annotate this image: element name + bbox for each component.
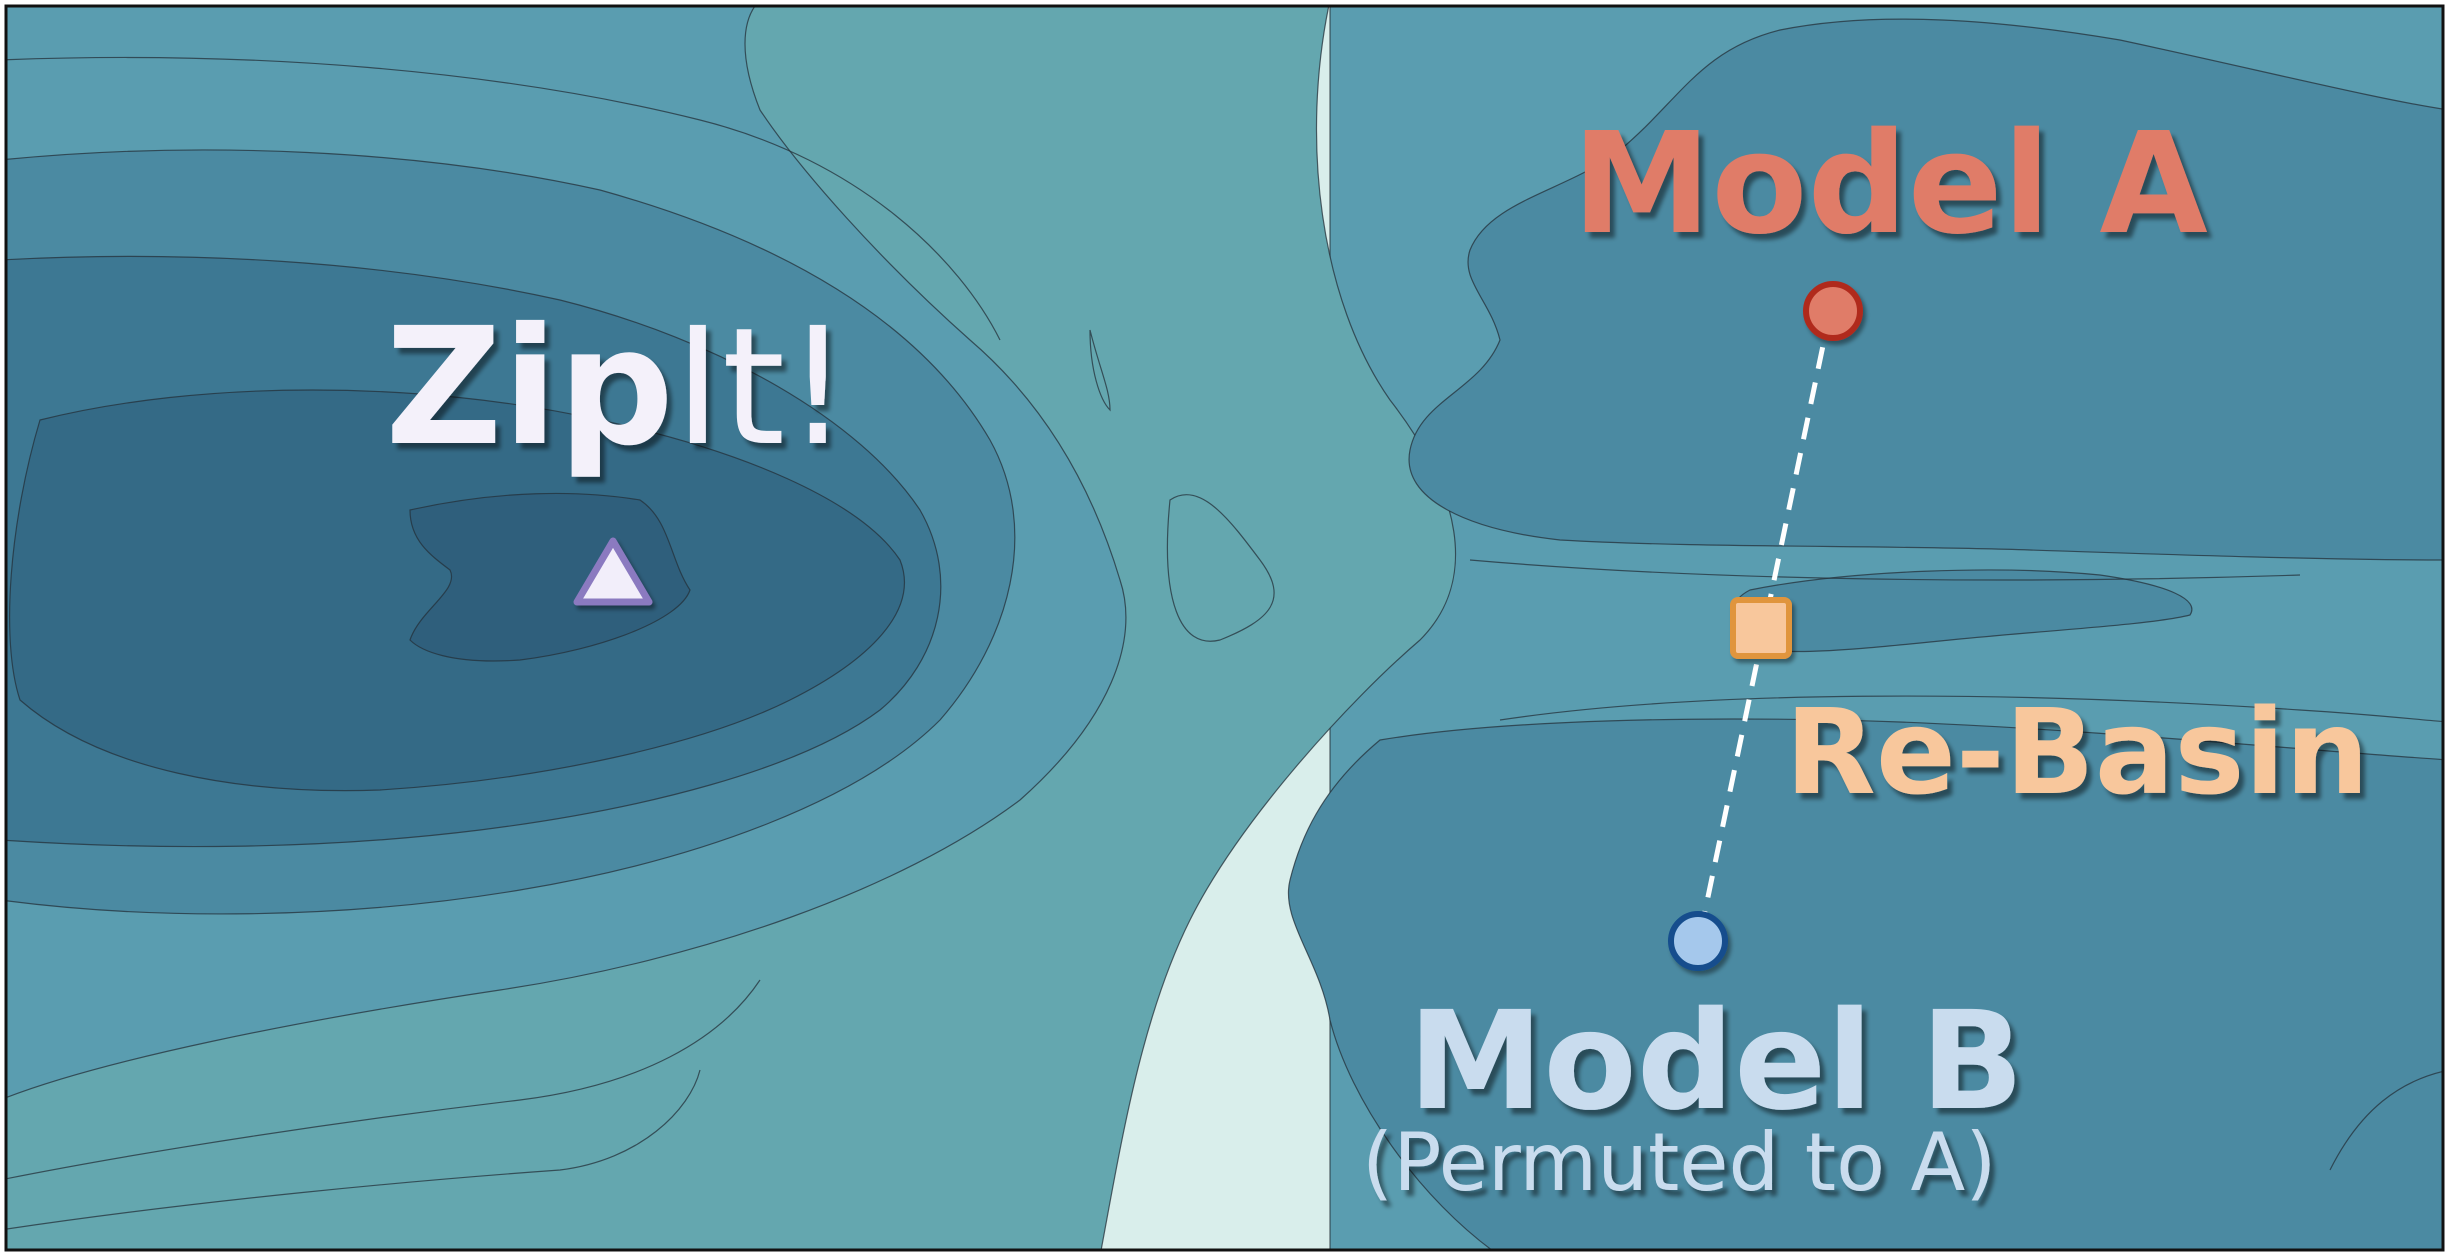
contour-basin-a: [1408, 18, 2443, 561]
zipit-triangle-marker: [573, 537, 653, 606]
zipit-label-bold: Zip: [385, 294, 674, 482]
re-basin-label: Re-Basin: [1785, 683, 2369, 821]
zipit-label: ZipIt!: [385, 294, 850, 482]
contour-band: [409, 492, 691, 662]
model-a-label: Model A: [1572, 103, 2208, 266]
contour-line: [6, 1069, 701, 1230]
contour-line: [1499, 695, 2443, 723]
contour-basin-b: [1287, 718, 2443, 1250]
contour-line: [6, 56, 1001, 341]
model-b-circle-marker: [1668, 911, 1728, 971]
contour-line: [1166, 494, 1275, 642]
contour-line: [1089, 329, 1111, 412]
zipit-label-light: It!: [674, 294, 850, 482]
contour-line: [6, 979, 761, 1180]
contour-line: [2329, 1070, 2443, 1171]
contour-line: [1469, 559, 2301, 581]
model-a-circle-marker: [1803, 281, 1863, 341]
model-b-label: Model B: [1408, 983, 2024, 1141]
re-basin-square-marker: [1730, 597, 1792, 659]
figure-frame: [4, 4, 2445, 1252]
model-b-subtitle: (Permuted to A): [1362, 1116, 1996, 1209]
